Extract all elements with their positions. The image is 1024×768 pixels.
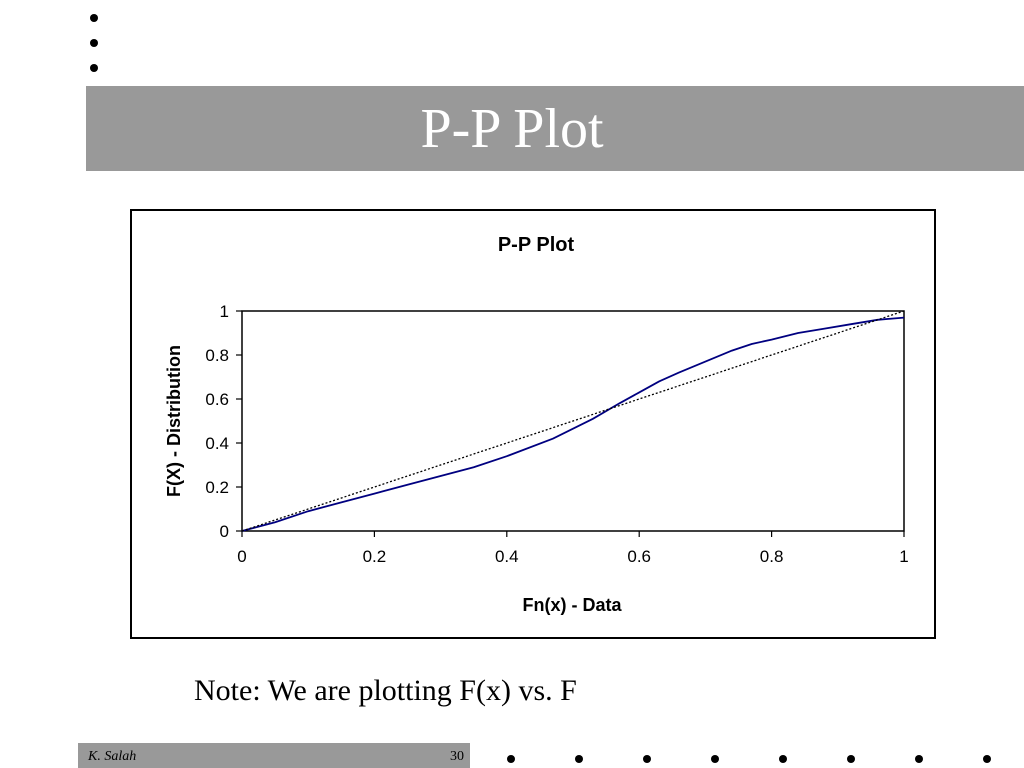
reference-line (241, 310, 905, 532)
bullet-dot (983, 755, 991, 763)
y-tick-label: 0 (220, 522, 229, 541)
y-axis-label: F(X) - Distribution (164, 345, 184, 497)
bullet-dot (915, 755, 923, 763)
bullet-dot (847, 755, 855, 763)
y-tick-label: 0.6 (205, 390, 229, 409)
bullet-dot (90, 64, 98, 72)
y-tick-label: 0.8 (205, 346, 229, 365)
footer-bar (78, 743, 470, 768)
x-tick-label: 0.2 (363, 547, 387, 566)
footer-author: K. Salah (88, 749, 137, 764)
chart-frame: P-P Plot Fn(x) - Data F(X) - Distributio… (130, 209, 936, 639)
pp-plot-chart: P-P Plot Fn(x) - Data F(X) - Distributio… (164, 234, 909, 615)
y-tick-label: 0.2 (205, 478, 229, 497)
x-tick-label: 1 (899, 547, 908, 566)
page-number: 30 (450, 749, 464, 764)
plot-area: 0 0.2 0.4 0.6 0.8 1 0 0.2 0.4 0.6 0.8 1 (205, 302, 908, 566)
bullet-dot (90, 39, 98, 47)
x-axis-label: Fn(x) - Data (523, 595, 623, 615)
x-tick-label: 0.8 (760, 547, 784, 566)
x-tick-label: 0 (237, 547, 246, 566)
data-series-line (241, 316, 905, 532)
slide-note: Note: We are plotting F(x) vs. F (194, 674, 577, 707)
bullet-dot (779, 755, 787, 763)
chart-title: P-P Plot (498, 234, 575, 256)
bullet-dot (711, 755, 719, 763)
title-bar (86, 86, 1024, 171)
y-tick-label: 1 (220, 302, 229, 321)
bullet-dot (90, 14, 98, 22)
y-tick-label: 0.4 (205, 434, 229, 453)
slide-title: P-P Plot (420, 97, 604, 160)
x-tick-label: 0.4 (495, 547, 519, 566)
bullet-dot (575, 755, 583, 763)
bullet-dot (643, 755, 651, 763)
bullet-dot (507, 755, 515, 763)
plot-border (241, 310, 905, 532)
x-tick-label: 0.6 (627, 547, 651, 566)
